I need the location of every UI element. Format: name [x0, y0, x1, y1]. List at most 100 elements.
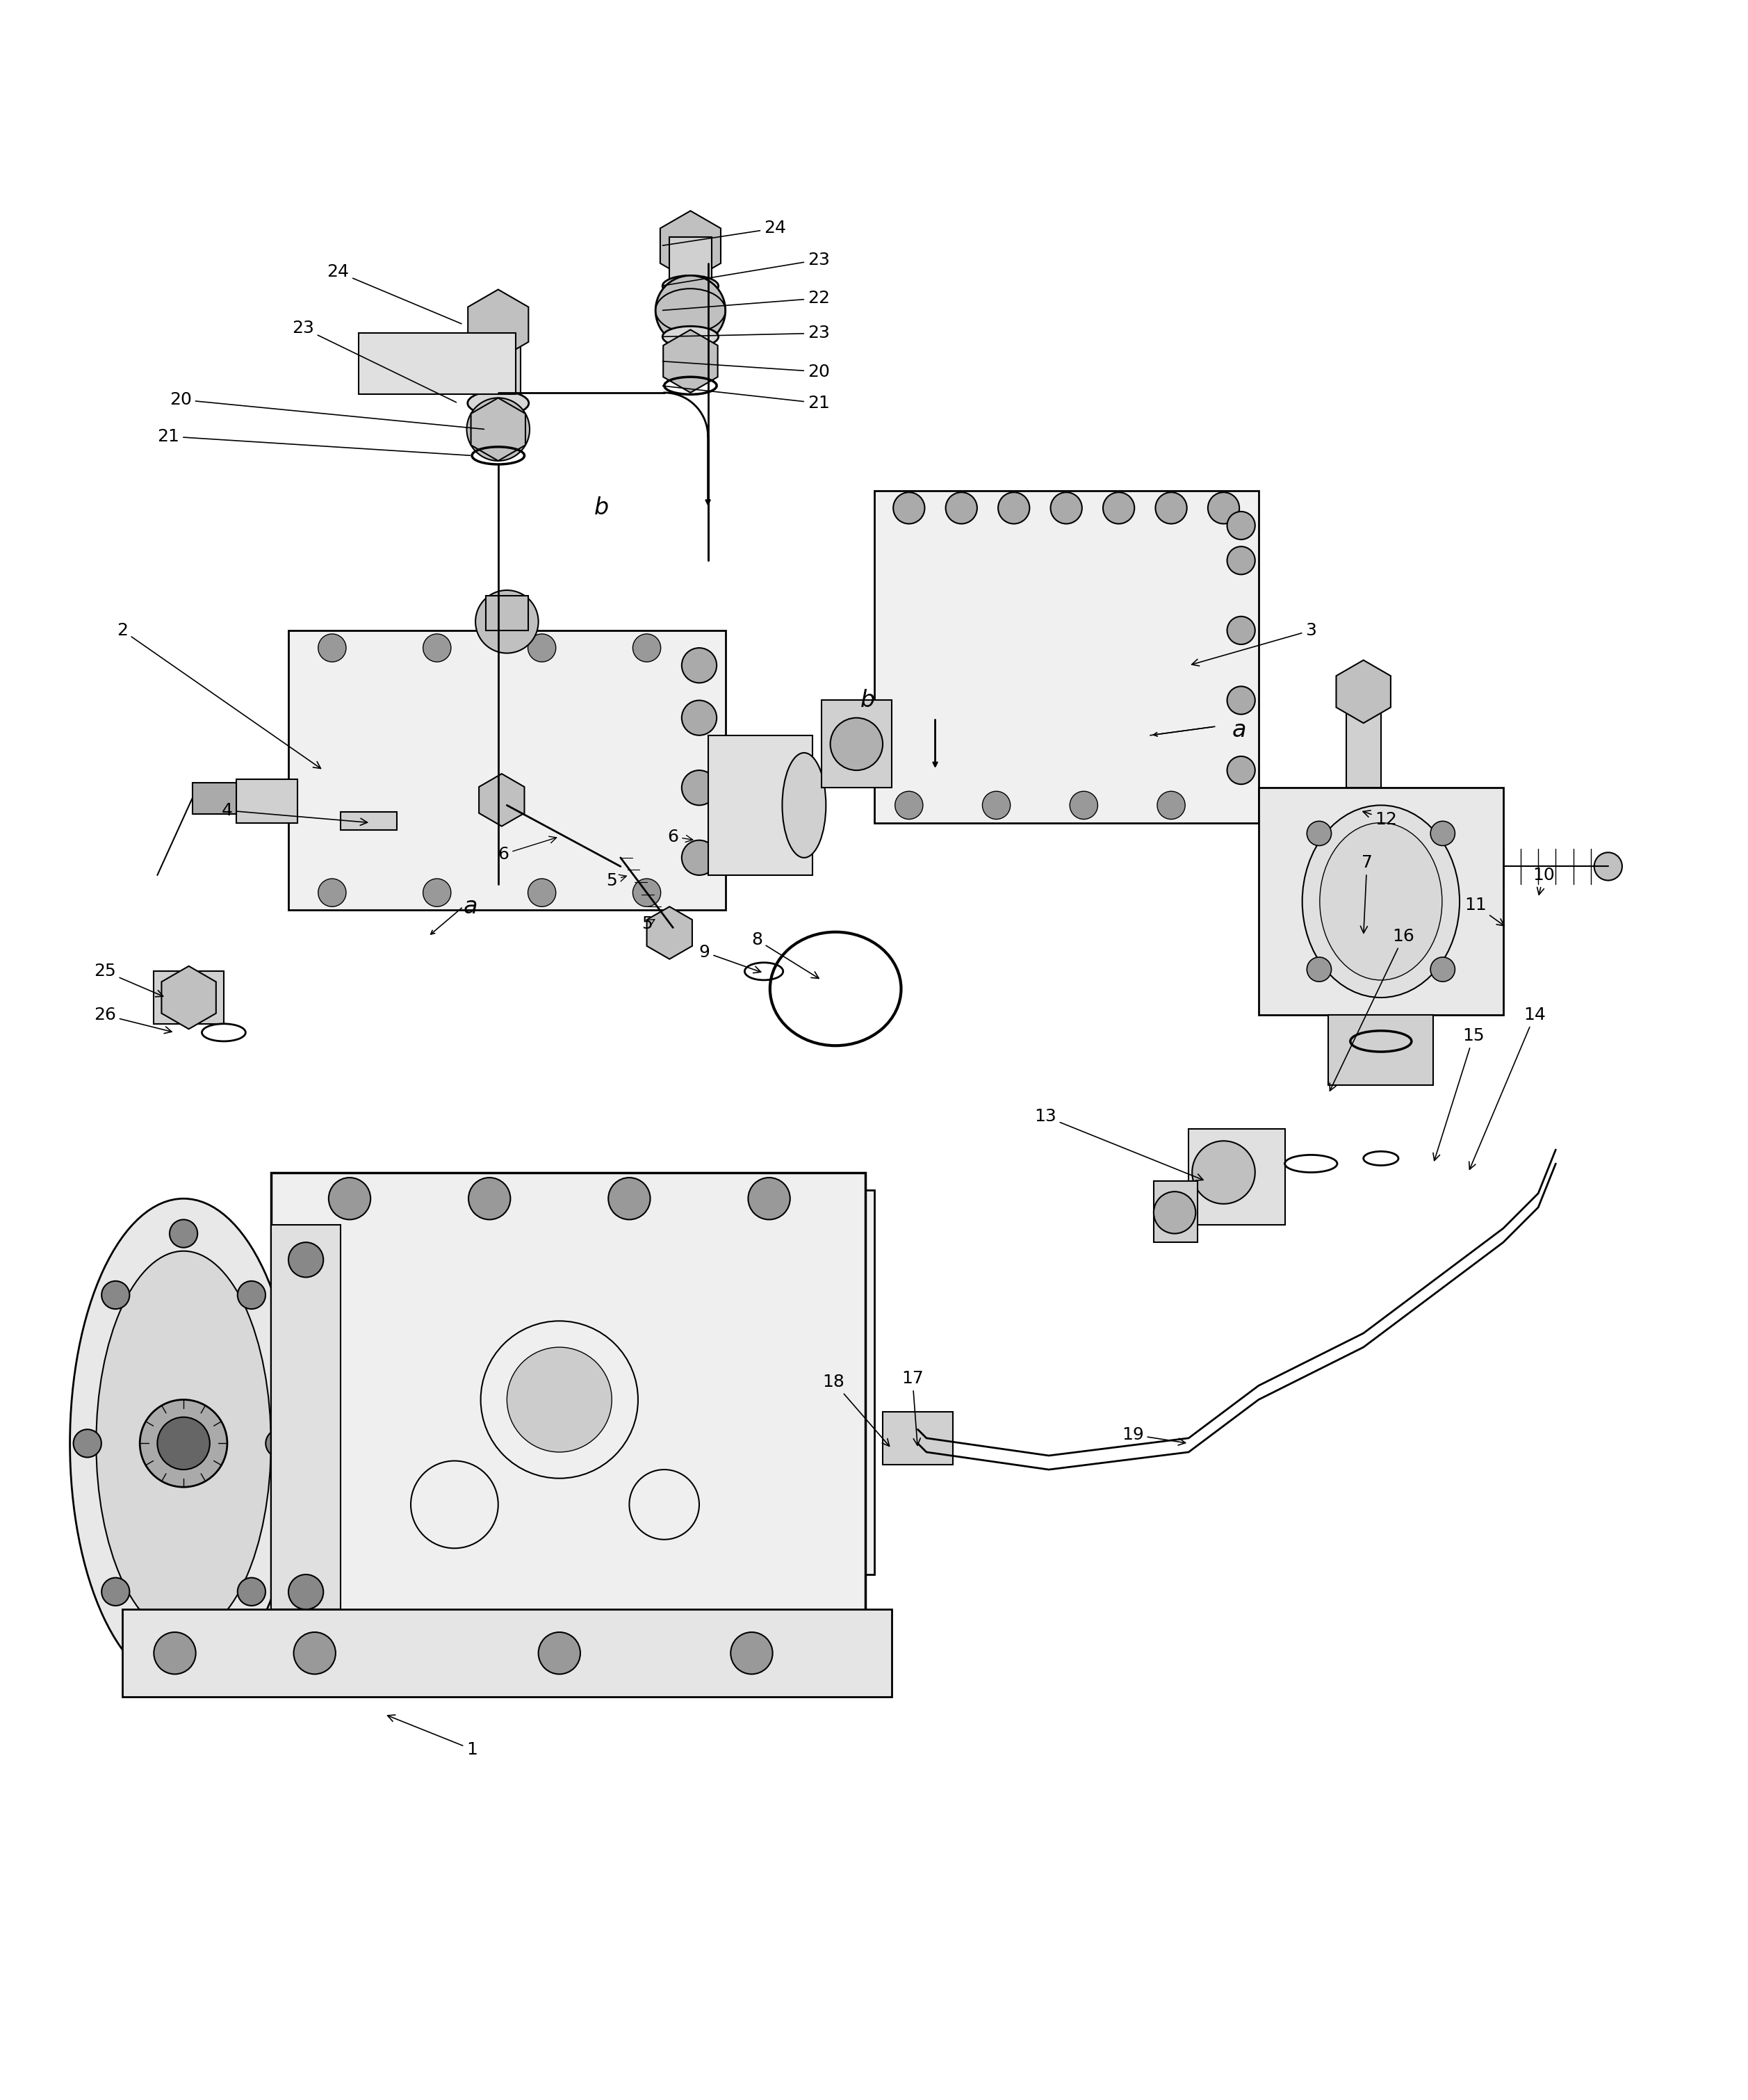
Circle shape — [1070, 792, 1098, 819]
Text: 15: 15 — [1433, 1027, 1484, 1161]
Text: 6: 6 — [668, 827, 692, 844]
Text: 12: 12 — [1363, 811, 1397, 827]
Text: 23: 23 — [662, 252, 830, 286]
Ellipse shape — [96, 1252, 271, 1636]
Text: 16: 16 — [1330, 928, 1414, 1090]
Circle shape — [656, 275, 725, 347]
Text: 5: 5 — [642, 916, 656, 932]
Bar — [1154, 1180, 1197, 1243]
Bar — [822, 699, 891, 788]
Bar — [288, 630, 725, 909]
Circle shape — [538, 1632, 580, 1674]
Ellipse shape — [783, 752, 827, 857]
Text: b: b — [860, 689, 874, 712]
Circle shape — [1308, 958, 1332, 981]
Text: 2: 2 — [117, 622, 320, 769]
Circle shape — [1155, 491, 1187, 523]
Bar — [900, 1420, 935, 1455]
Bar — [271, 1172, 865, 1661]
Circle shape — [170, 1640, 198, 1667]
Circle shape — [897, 1418, 939, 1460]
Circle shape — [266, 1430, 294, 1457]
Circle shape — [238, 1281, 266, 1308]
Polygon shape — [662, 330, 718, 393]
Bar — [1259, 788, 1503, 1014]
Polygon shape — [1335, 659, 1391, 722]
Text: 11: 11 — [1465, 897, 1505, 926]
Circle shape — [73, 1430, 101, 1457]
Circle shape — [895, 792, 923, 819]
Circle shape — [101, 1281, 129, 1308]
Text: 4: 4 — [222, 802, 367, 825]
Circle shape — [423, 634, 451, 662]
Circle shape — [318, 634, 346, 662]
Text: 21: 21 — [157, 428, 470, 456]
Text: 23: 23 — [662, 326, 830, 342]
Text: 26: 26 — [94, 1006, 171, 1033]
Circle shape — [633, 878, 661, 907]
Text: 23: 23 — [292, 319, 456, 403]
Circle shape — [682, 771, 717, 804]
Circle shape — [157, 1418, 210, 1470]
Circle shape — [288, 1243, 323, 1277]
Text: a: a — [463, 895, 477, 918]
Text: 18: 18 — [823, 1373, 890, 1447]
Ellipse shape — [70, 1199, 297, 1688]
Bar — [385, 1191, 874, 1575]
Circle shape — [1051, 491, 1082, 523]
Circle shape — [1157, 792, 1185, 819]
Circle shape — [731, 1632, 773, 1674]
Polygon shape — [470, 397, 526, 460]
Text: 3: 3 — [1192, 622, 1316, 666]
Circle shape — [528, 634, 556, 662]
Circle shape — [528, 878, 556, 907]
Circle shape — [1208, 491, 1239, 523]
Bar — [358, 334, 516, 395]
Bar — [122, 1609, 891, 1697]
Circle shape — [507, 1348, 612, 1451]
Circle shape — [238, 1577, 266, 1606]
Text: 20: 20 — [170, 391, 484, 428]
Circle shape — [294, 1632, 336, 1674]
Text: 22: 22 — [662, 290, 830, 311]
Circle shape — [1227, 512, 1255, 540]
Text: b: b — [594, 496, 608, 519]
Text: 24: 24 — [327, 265, 461, 323]
Circle shape — [1103, 491, 1134, 523]
Ellipse shape — [662, 326, 718, 347]
Circle shape — [468, 1178, 510, 1220]
Circle shape — [423, 878, 451, 907]
Bar — [883, 1411, 953, 1464]
Circle shape — [288, 1575, 323, 1609]
Ellipse shape — [662, 275, 718, 296]
Circle shape — [101, 1577, 129, 1606]
Circle shape — [682, 649, 717, 683]
Text: 6: 6 — [498, 836, 556, 863]
Circle shape — [329, 1178, 371, 1220]
Bar — [669, 237, 711, 281]
Text: 9: 9 — [699, 943, 760, 972]
Text: 1: 1 — [388, 1716, 477, 1758]
Polygon shape — [161, 966, 217, 1029]
Text: 17: 17 — [902, 1371, 923, 1445]
Bar — [192, 783, 236, 815]
Circle shape — [1430, 958, 1454, 981]
Circle shape — [170, 1220, 198, 1247]
Circle shape — [982, 792, 1010, 819]
Circle shape — [318, 878, 346, 907]
Circle shape — [1227, 687, 1255, 714]
Bar — [271, 1224, 341, 1609]
Circle shape — [1308, 821, 1332, 846]
Polygon shape — [661, 210, 720, 281]
Text: 19: 19 — [1122, 1426, 1185, 1445]
Text: 5: 5 — [607, 872, 626, 888]
Circle shape — [467, 397, 530, 460]
Bar — [1346, 683, 1381, 788]
Circle shape — [1337, 666, 1390, 718]
Circle shape — [163, 972, 215, 1025]
Bar — [486, 596, 528, 630]
Circle shape — [830, 718, 883, 771]
Text: a: a — [1232, 718, 1246, 741]
Circle shape — [1192, 1140, 1255, 1203]
Text: 10: 10 — [1533, 867, 1554, 895]
